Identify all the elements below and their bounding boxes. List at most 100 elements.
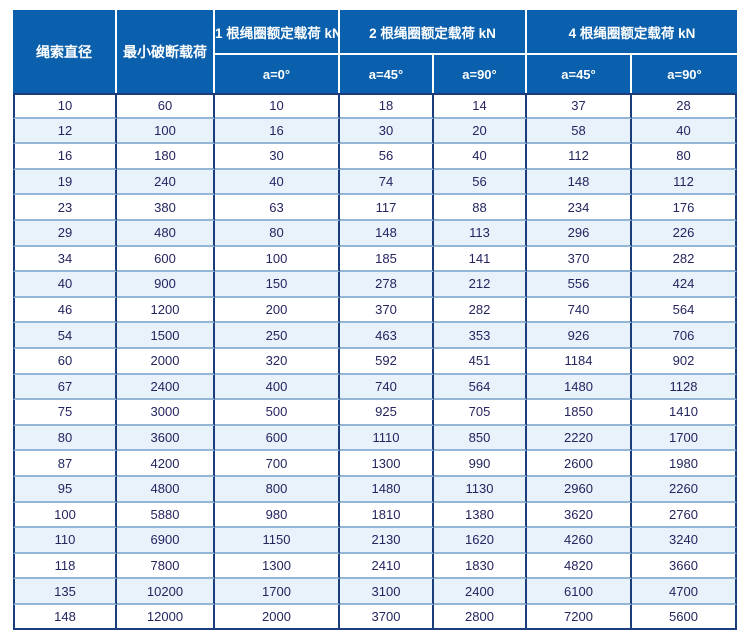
- table-cell: 400: [215, 374, 340, 401]
- table-cell: 40: [632, 118, 737, 145]
- table-cell: 282: [632, 246, 737, 273]
- table-cell: 2760: [632, 502, 737, 529]
- table-cell: 12000: [117, 604, 215, 631]
- table-row: 29 480 80 148 113 296 226: [13, 220, 737, 247]
- table-cell: 40: [13, 272, 117, 298]
- table-cell: 463: [340, 323, 434, 349]
- table-cell: 100: [215, 246, 340, 273]
- table-cell: 451: [434, 348, 527, 375]
- table-cell: 850: [434, 425, 527, 452]
- table-cell: 185: [340, 246, 434, 273]
- table-cell: 148: [13, 604, 117, 631]
- table-cell: 1200: [117, 297, 215, 324]
- table-cell: 1380: [434, 502, 527, 529]
- table-body: 10 60 10 18 14 37 28 12 100 16 30 20 58 40 16 180 30 56 40…: [13, 93, 737, 631]
- table-cell: 113: [434, 220, 527, 247]
- table-row: 67 2400 400 740 564 1480 1128: [13, 374, 737, 401]
- table-cell: 556: [527, 272, 632, 298]
- table-cell: 740: [340, 374, 434, 401]
- table-cell: 118: [13, 553, 117, 580]
- table-cell: 2000: [117, 348, 215, 375]
- table-cell: 2260: [632, 476, 737, 503]
- table-cell: 23: [13, 195, 117, 221]
- table-row: 95 4800 800 1480 1130 2960 2260: [13, 476, 737, 503]
- table-cell: 3240: [632, 528, 737, 554]
- table-cell: 990: [434, 451, 527, 477]
- table-cell: 250: [215, 323, 340, 349]
- table-row: 19 240 40 74 56 148 112: [13, 169, 737, 196]
- header-row-groups: 绳索直径 最小破断载荷 1 根绳圈额定载荷 kN 2 根绳圈额定载荷 kN 4 …: [13, 10, 737, 93]
- table-cell: 1184: [527, 348, 632, 375]
- table-cell: 2960: [527, 476, 632, 503]
- table-row: 12 100 16 30 20 58 40: [13, 118, 737, 145]
- table-cell: 14: [434, 93, 527, 119]
- table-cell: 296: [527, 220, 632, 247]
- table-cell: 2410: [340, 553, 434, 580]
- table-cell: 37: [527, 93, 632, 119]
- table-cell: 320: [215, 348, 340, 375]
- header-angle-90-2loop: a=90°: [434, 55, 527, 93]
- rope-sling-rated-load-table: 绳索直径 最小破断载荷 1 根绳圈额定载荷 kN 2 根绳圈额定载荷 kN 4 …: [13, 10, 737, 631]
- table-cell: 6900: [117, 528, 215, 554]
- table-row: 148 12000 2000 3700 2800 7200 5600: [13, 604, 737, 631]
- table-cell: 1130: [434, 476, 527, 503]
- table-cell: 10200: [117, 579, 215, 605]
- table-cell: 1700: [215, 579, 340, 605]
- table-cell: 2600: [527, 451, 632, 477]
- table-cell: 353: [434, 323, 527, 349]
- table-cell: 100: [13, 502, 117, 529]
- table-cell: 980: [215, 502, 340, 529]
- table-cell: 30: [215, 144, 340, 170]
- table-cell: 100: [117, 118, 215, 145]
- table-cell: 800: [215, 476, 340, 503]
- table-cell: 564: [434, 374, 527, 401]
- table-cell: 58: [527, 118, 632, 145]
- table-cell: 1128: [632, 374, 737, 401]
- table-cell: 226: [632, 220, 737, 247]
- table-row: 100 5880 980 1810 1380 3620 2760: [13, 502, 737, 529]
- table-cell: 56: [340, 144, 434, 170]
- table-cell: 706: [632, 323, 737, 349]
- table-cell: 80: [632, 144, 737, 170]
- table-cell: 16: [13, 144, 117, 170]
- table-cell: 19: [13, 169, 117, 196]
- table-cell: 16: [215, 118, 340, 145]
- table-cell: 40: [434, 144, 527, 170]
- table-cell: 80: [13, 425, 117, 452]
- table-row: 34 600 100 185 141 370 282: [13, 246, 737, 273]
- table-cell: 88: [434, 195, 527, 221]
- table-cell: 63: [215, 195, 340, 221]
- table-cell: 7800: [117, 553, 215, 580]
- table-row: 46 1200 200 370 282 740 564: [13, 297, 737, 324]
- table-cell: 4260: [527, 528, 632, 554]
- table-row: 87 4200 700 1300 990 2600 1980: [13, 451, 737, 477]
- table-cell: 1700: [632, 425, 737, 452]
- table-cell: 4700: [632, 579, 737, 605]
- table-cell: 1480: [340, 476, 434, 503]
- table-cell: 370: [340, 297, 434, 324]
- table-cell: 2400: [434, 579, 527, 605]
- table-cell: 148: [340, 220, 434, 247]
- table-cell: 1810: [340, 502, 434, 529]
- header-angle-0: a=0°: [215, 55, 340, 93]
- table-cell: 10: [13, 93, 117, 119]
- table-cell: 2000: [215, 604, 340, 631]
- table-cell: 900: [117, 272, 215, 298]
- table-cell: 40: [215, 169, 340, 196]
- header-group-4-loop: 4 根绳圈额定载荷 kN: [527, 10, 737, 55]
- table-cell: 54: [13, 323, 117, 349]
- header-angle-45-2loop: a=45°: [340, 55, 434, 93]
- table-cell: 600: [117, 246, 215, 273]
- table-header: 绳索直径 最小破断载荷 1 根绳圈额定载荷 kN 2 根绳圈额定载荷 kN 4 …: [13, 10, 737, 93]
- table-cell: 3100: [340, 579, 434, 605]
- table-cell: 700: [215, 451, 340, 477]
- table-cell: 600: [215, 425, 340, 452]
- table-cell: 29: [13, 220, 117, 247]
- table-cell: 282: [434, 297, 527, 324]
- table-cell: 148: [527, 169, 632, 196]
- table-cell: 4800: [117, 476, 215, 503]
- table-cell: 12: [13, 118, 117, 145]
- table-cell: 564: [632, 297, 737, 324]
- table-cell: 112: [527, 144, 632, 170]
